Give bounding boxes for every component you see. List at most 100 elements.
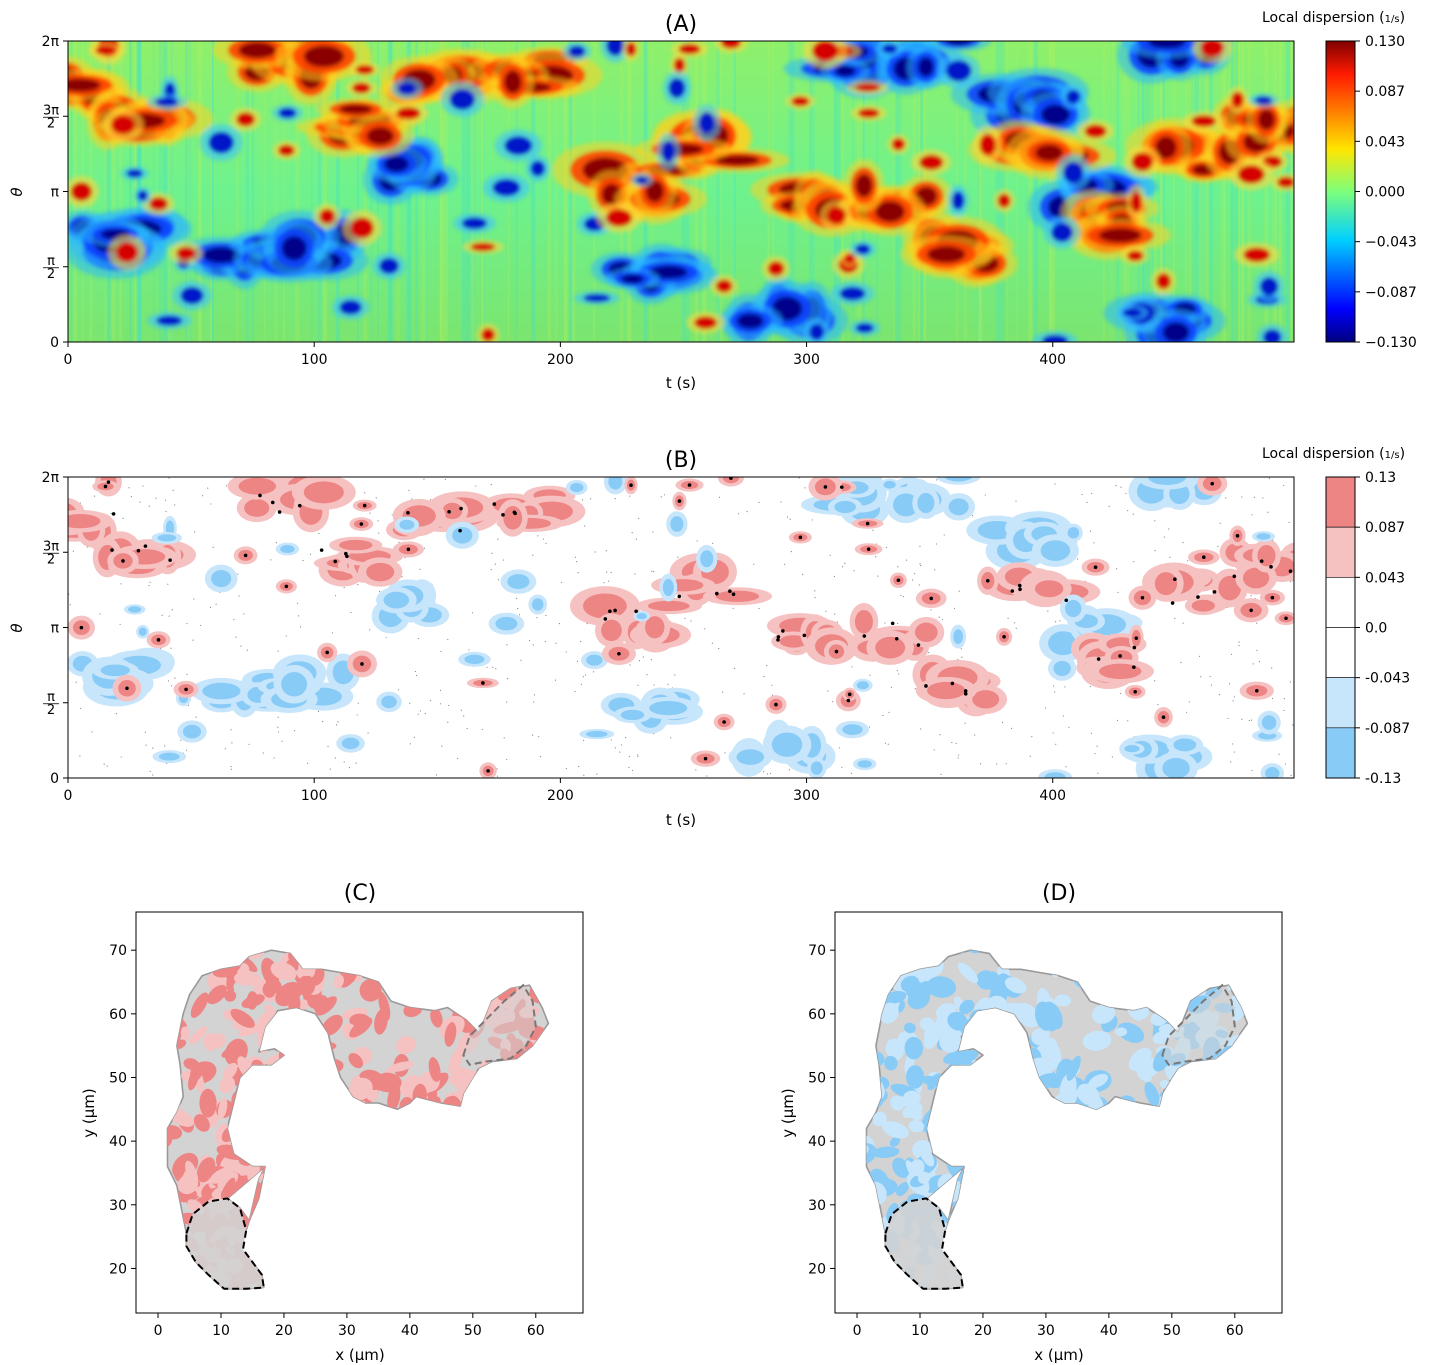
panel-b-peak-point	[802, 633, 807, 638]
panel-b-grid-dot	[958, 754, 960, 756]
panel-b-grid-dot	[608, 580, 610, 582]
panel-a-core	[470, 242, 496, 251]
panel-b-grid-dot	[1267, 511, 1269, 513]
panel-a-core	[383, 155, 409, 173]
panel-b-grid-dot	[695, 769, 697, 771]
panel-b-grid-dot	[758, 501, 760, 504]
panel-b-grid-dot	[1065, 766, 1067, 768]
panel-b-grid-dot	[122, 517, 124, 519]
panel-a-core	[1098, 227, 1142, 243]
panel-b-grid-dot	[1120, 486, 1122, 488]
panel-b-grid-dot	[331, 632, 333, 634]
panel-a-stripe	[1160, 41, 1164, 342]
panel-b-peak-points	[79, 477, 1293, 773]
panel-b-peak-point	[834, 649, 839, 654]
panel-b-peak-point	[121, 559, 125, 563]
panel-a-core	[661, 140, 676, 163]
panel-c-patch	[374, 1009, 388, 1035]
panel-a-stripe	[1201, 41, 1203, 342]
panel-a-stripe	[1278, 41, 1282, 342]
panel-b-grid-dot	[321, 721, 324, 723]
panel-b-grid-dot	[139, 501, 141, 503]
panel-b-grid-dot	[882, 714, 884, 717]
panel-a-core	[1130, 191, 1142, 213]
panel-a-stripe	[186, 41, 191, 342]
panel-a-stripe	[363, 41, 367, 342]
panel-c-title: (C)	[344, 881, 377, 906]
panel-a-stripe	[1238, 41, 1241, 342]
panel-b-grid-dot	[357, 702, 359, 704]
panel-a-core	[674, 57, 685, 73]
panel-b-grid-dot	[230, 765, 232, 768]
panel-d-patch	[884, 1055, 898, 1071]
panel-a-core	[137, 190, 148, 202]
panel-a-stripe	[720, 41, 722, 342]
panel-b-grid-dot	[637, 684, 639, 686]
panel-b-grid-dot	[1278, 753, 1280, 755]
panel-b-level-strong	[1256, 533, 1271, 540]
panel-a-core	[720, 41, 741, 49]
panel-b-grid-dot	[1238, 641, 1240, 643]
panel-c-patch	[217, 1172, 239, 1190]
panel-b-grid-dot	[769, 772, 772, 775]
panel-b-grid-dot	[1210, 684, 1213, 686]
panel-b-grid-dot	[233, 618, 235, 621]
panel-d-xtick-label: 60	[1226, 1323, 1244, 1339]
panel-b-level-strong	[1261, 715, 1277, 730]
panel-b-grid-dot	[766, 773, 769, 775]
panel-b-peak-point	[447, 509, 451, 514]
panel-b-peak-point	[458, 528, 462, 533]
panel-a-core	[979, 133, 997, 156]
panel-b-peak-point	[1118, 654, 1122, 658]
panel-b-grid-dot	[350, 612, 352, 614]
colorbar-b: 0.13 0.087 0.043 0.0 -0.043 -0.087 -0.13	[1325, 470, 1410, 787]
panel-a-core	[1066, 89, 1081, 104]
panel-b-grid-dot	[379, 590, 381, 593]
panel-a-core	[997, 193, 1011, 208]
panel-b-grid-dot	[447, 721, 449, 723]
panel-b-grid-dot	[75, 681, 77, 683]
panel-b-grid-dot	[1168, 528, 1170, 530]
panel-b-level-strong	[182, 724, 202, 739]
panel-b-grid-dot	[1241, 496, 1243, 498]
panel-b-grid-dot	[1169, 556, 1171, 558]
panel-a-stripe	[715, 41, 720, 342]
panel-b-grid-dot	[417, 713, 419, 715]
panel-b-grid-dot	[1180, 662, 1182, 664]
panel-d-patch	[1082, 1030, 1112, 1051]
panel-b-peak-point	[360, 662, 364, 666]
panel-b-grid-dot	[1108, 505, 1110, 507]
panel-a-core	[944, 41, 973, 46]
panel-b-grid-dot	[355, 762, 357, 764]
panel-a-stripe	[212, 41, 214, 342]
panel-a-stripe	[978, 41, 983, 342]
panel-b-grid-dot	[334, 757, 336, 759]
panel-b-grid-dot	[532, 644, 534, 646]
panel-b-grid-dot	[171, 609, 173, 611]
panel-d-patch	[919, 1147, 935, 1167]
panel-b-grid-dot	[580, 640, 582, 643]
panel-b-grid-dot	[423, 547, 426, 549]
panel-b-grid-dot	[515, 597, 518, 599]
panel-b-grid-dot	[957, 757, 959, 759]
panel-b-grid-dot	[721, 691, 724, 693]
panel-a-ylabel: θ	[8, 187, 26, 196]
panel-a-ytick-label: 2π	[42, 34, 60, 50]
panel-b-level-strong	[586, 654, 603, 666]
panel-b-grid-dot	[590, 498, 592, 500]
panel-a-stripe	[1188, 41, 1192, 342]
panel-b-grid-dot	[1111, 756, 1113, 758]
panel-d-ytick-label: 50	[808, 1070, 826, 1086]
panel-a-core	[1277, 176, 1294, 188]
panel-a-stripe	[1272, 41, 1277, 342]
panel-b-peak-point	[728, 589, 732, 593]
panel-b-grid-dot	[1005, 763, 1007, 765]
panel-b-level-strong	[211, 569, 232, 588]
panel-b-peak-point	[1232, 574, 1237, 579]
panel-a-stripe	[702, 41, 707, 342]
panel-a-core	[716, 279, 733, 293]
panel-b-peak-point	[325, 650, 329, 655]
panel-b-level-strong	[854, 609, 873, 634]
panel-b-level-strong	[570, 482, 584, 493]
panel-d-patch	[1144, 1081, 1160, 1107]
